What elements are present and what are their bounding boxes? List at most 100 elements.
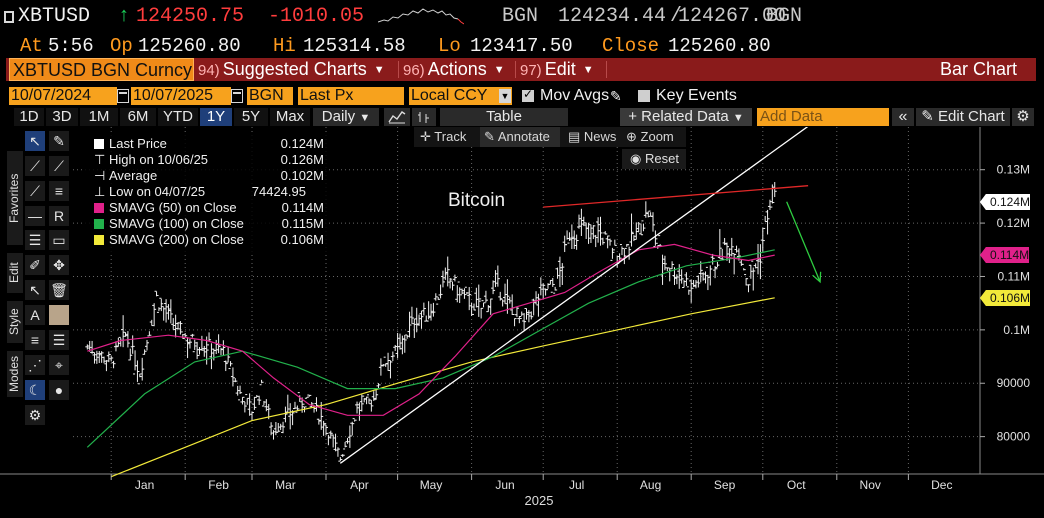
ask-source: BGN [766, 5, 803, 28]
collapse-chevrons-icon[interactable]: « [892, 108, 914, 126]
crosshair-icon: ✛ [420, 129, 431, 144]
settings-gear-icon[interactable]: ⚙ [25, 405, 45, 425]
security-field[interactable]: XBTUSD BGN Curncy [9, 58, 194, 81]
sma50-line [87, 243, 775, 416]
currency-selector[interactable]: Local CCY [409, 87, 512, 105]
font-style-icon[interactable]: A [25, 305, 45, 325]
period-1d-button[interactable]: 1D [14, 108, 44, 126]
select-pointer-icon[interactable]: ↖ [25, 280, 45, 300]
x-axis-ticks: Jan Feb Mar Apr May Jun Jul Aug Sep Oct Nov Dec [110, 474, 952, 492]
high-marker-icon: ⊤ [94, 152, 106, 167]
frequency-dropdown[interactable]: Daily ▼ [313, 108, 379, 126]
ticker-checkbox-icon[interactable] [4, 11, 14, 23]
track-button[interactable]: ✛ Track [420, 127, 466, 147]
edit-chart-button[interactable]: ✎ Edit Chart [916, 108, 1010, 126]
line-style-icon[interactable]: ☰ [49, 330, 69, 350]
sparkline-icon [378, 8, 464, 25]
chart-annotation-text[interactable]: Bitcoin [448, 190, 505, 211]
text-tool-icon[interactable]: R [49, 206, 69, 226]
period-max-button[interactable]: Max [270, 108, 310, 126]
pencil-icon[interactable]: ✎ [610, 88, 622, 104]
y-tick-label: 0.13M [997, 163, 1030, 177]
trash-icon[interactable]: 🗑 [49, 280, 69, 300]
x-tick-label: May [420, 478, 443, 492]
dotted-line-icon[interactable]: ⋰ [25, 355, 45, 375]
period-1y-button[interactable]: 1Y [200, 108, 232, 126]
resistance-line-red [543, 185, 809, 208]
add-data-input[interactable]: Add Data [757, 108, 889, 126]
price-bars [85, 182, 777, 462]
start-date-field[interactable]: 10/07/2024 [9, 87, 117, 105]
news-button[interactable]: ▤ News [568, 127, 616, 147]
annotate-label: Annotate [497, 129, 550, 144]
legend-sma100: SMAVG (100) on Close 0.115M [82, 216, 328, 232]
legend-value: 0.106M [280, 232, 324, 247]
pencil-icon: ✎ [921, 108, 934, 125]
ray-line-icon[interactable]: ⟋ [49, 156, 69, 176]
crosshair-plus-icon[interactable]: ⌖ [49, 355, 69, 375]
pencil-icon: ✎ [484, 129, 495, 144]
multi-color-icon[interactable]: ● [49, 380, 69, 400]
chart-toolbar: 1D 3D 1M 6M YTD 1Y 5Y Max Daily ▼ Table … [0, 107, 1044, 127]
related-data-label: + Related Data [628, 108, 729, 125]
caret-down-icon: ▼ [373, 64, 385, 76]
parallel-lines-icon[interactable]: ≡ [49, 181, 69, 201]
calendar-icon[interactable] [231, 89, 243, 103]
menu-number: 97) [520, 62, 542, 79]
legend-label: SMAVG (200) on Close [109, 232, 244, 247]
period-3d-button[interactable]: 3D [46, 108, 78, 126]
actions-menu[interactable]: 96) Actions ▼ [403, 58, 505, 81]
move-icon[interactable]: ✥ [49, 255, 69, 275]
horizontal-line-icon[interactable]: — [25, 206, 45, 226]
time-value: 5:56 [48, 35, 94, 57]
period-5y-button[interactable]: 5Y [234, 108, 268, 126]
dropdown-caret-icon[interactable]: ▼ [499, 89, 511, 103]
price-tag: 0.106M [979, 289, 1031, 306]
period-6m-button[interactable]: 6M [120, 108, 156, 126]
rectangle-icon[interactable]: ▭ [49, 230, 69, 250]
modes-tab[interactable]: Modes [7, 351, 23, 397]
gear-icon[interactable]: ⚙ [1012, 108, 1034, 126]
low-marker-icon: ⊥ [94, 184, 106, 199]
caret-down-icon: ▼ [493, 64, 505, 76]
reset-button[interactable]: ◉ Reset [622, 149, 686, 169]
fib-retracement-icon[interactable]: ☰ [25, 230, 45, 250]
caret-down-icon: ▼ [732, 112, 744, 124]
period-ytd-button[interactable]: YTD [158, 108, 198, 126]
style-tab[interactable]: Style [7, 301, 23, 343]
brush-icon[interactable]: ✐ [25, 255, 45, 275]
source-field[interactable]: BGN [247, 87, 293, 105]
line-chart-icon[interactable] [384, 108, 410, 126]
line-weight-icon[interactable]: ≡ [25, 330, 45, 350]
channel-icon[interactable]: ⟋ [25, 181, 45, 201]
table-button[interactable]: Table [440, 108, 568, 126]
legend-label: Low on 04/07/25 [109, 184, 206, 199]
bar-style-icon[interactable] [412, 108, 436, 126]
reset-icon: ◉ [630, 151, 642, 166]
y-tick-label: 0.11M [998, 269, 1030, 283]
end-date-field[interactable]: 10/07/2025 [131, 87, 231, 105]
mov-avgs-checkbox[interactable] [522, 87, 534, 102]
y-tick-label: 0.12M [997, 216, 1030, 230]
key-events-checkbox[interactable] [638, 90, 650, 102]
edit-menu[interactable]: 97) Edit ▼ [520, 58, 594, 81]
edit-tab[interactable]: Edit [7, 253, 23, 293]
chart-legend[interactable]: Last Price 0.124M ⊤ High on 10/06/25 0.1… [82, 134, 328, 252]
annotate-button[interactable]: ✎ Annotate [480, 127, 560, 147]
suggested-charts-menu[interactable]: 94) Suggested Charts ▼ [198, 58, 385, 81]
average-marker-icon: ⊣ [94, 168, 106, 183]
cursor-icon[interactable]: ↖ [25, 131, 45, 151]
period-1m-button[interactable]: 1M [80, 108, 118, 126]
date-range-row: 10/07/2024 - 10/07/2025 BGN Last Px Loca… [0, 86, 1044, 106]
x-tick-label: Apr [350, 478, 369, 492]
trend-line-icon[interactable]: ⟋ [25, 156, 45, 176]
related-data-dropdown[interactable]: + Related Data ▼ [620, 108, 752, 126]
favorites-tab[interactable]: Favorites [7, 151, 23, 245]
pen-draw-icon[interactable]: ✎ [49, 131, 69, 151]
field-selector[interactable]: Last Px [298, 87, 404, 105]
magnet-mode-icon[interactable]: ☾ [25, 380, 45, 400]
calendar-icon[interactable] [117, 89, 129, 103]
price-tag-pointer [980, 247, 986, 264]
zoom-button[interactable]: ⊕ Zoom [626, 127, 674, 147]
color-swatch-icon[interactable] [49, 305, 69, 325]
